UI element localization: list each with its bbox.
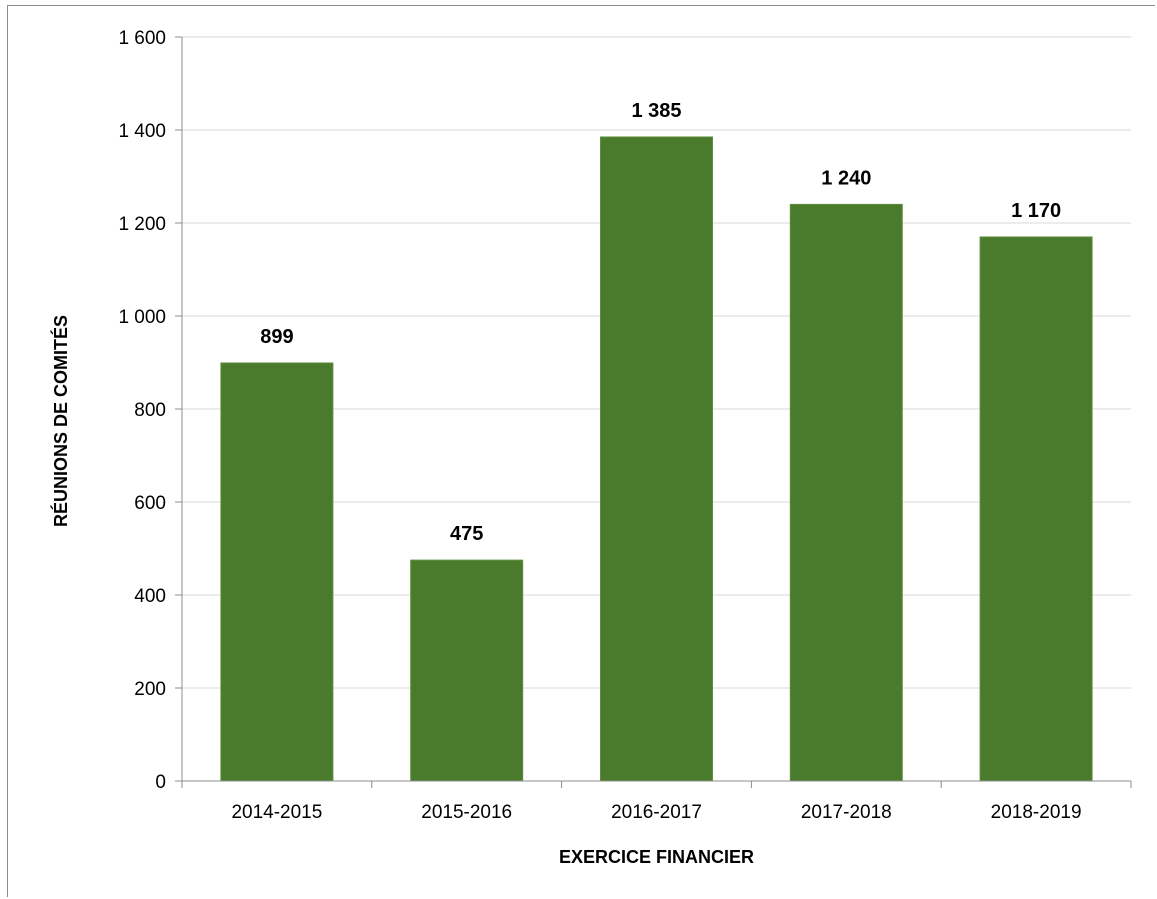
chart-frame	[7, 5, 1155, 897]
x-tick-label: 2017-2018	[801, 802, 892, 823]
x-tick-label: 2018-2019	[991, 802, 1082, 823]
y-axis-title: RÉUNIONS DE COMITÉS	[50, 315, 71, 527]
bar-2018-2019	[979, 236, 1093, 782]
data-label: 899	[260, 326, 293, 348]
data-label: 475	[450, 523, 483, 545]
y-tick-label: 1 200	[118, 214, 166, 235]
y-tick-labels: 0 200 400 600 800 1 000 1 200 1 400 1 600	[118, 28, 166, 793]
y-tick-label: 1 000	[118, 307, 166, 328]
data-label: 1 170	[1011, 200, 1061, 222]
y-tick-label: 400	[134, 586, 166, 607]
x-tick-label: 2014-2015	[231, 802, 322, 823]
x-tick-labels: 2014-2015 2015-2016 2016-2017 2017-2018 2018…	[231, 802, 1081, 823]
y-tick-label: 200	[134, 679, 166, 700]
y-tick-label: 1 600	[118, 28, 166, 49]
bar-2016-2017	[600, 136, 713, 782]
bars	[220, 136, 1093, 782]
y-tick-label: 1 400	[118, 121, 166, 142]
x-tick-label: 2015-2016	[421, 802, 512, 823]
axes	[175, 36, 1132, 788]
data-label: 1 385	[631, 100, 681, 122]
y-tick-label: 600	[134, 493, 166, 514]
y-tick-label: 800	[134, 400, 166, 421]
data-labels: 899 475 1 385 1 240 1 170	[260, 100, 1061, 545]
bar-2014-2015	[220, 362, 334, 782]
bar-2015-2016	[410, 559, 524, 782]
y-tick-label: 0	[155, 772, 166, 793]
x-axis-title: EXERCICE FINANCIER	[559, 847, 754, 867]
bar-2017-2018	[789, 203, 903, 782]
x-tick-label: 2016-2017	[611, 802, 702, 823]
data-label: 1 240	[821, 167, 871, 189]
